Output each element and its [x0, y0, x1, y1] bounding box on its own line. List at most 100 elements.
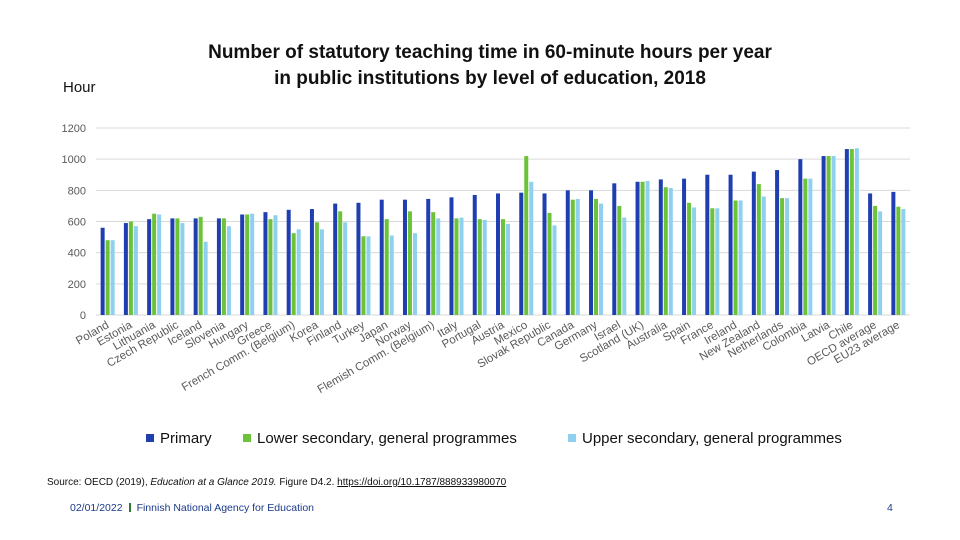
bar-primary	[193, 218, 198, 315]
chart-title-line-1: Number of statutory teaching time in 60-…	[208, 42, 772, 63]
bar-primary	[682, 178, 687, 315]
bar-lower-secondary	[640, 181, 645, 315]
legend-swatch-lower-secondary	[243, 434, 251, 442]
legend-label-lower-secondary: Lower secondary, general programmes	[257, 430, 517, 447]
bar-lower-secondary	[245, 214, 250, 315]
bar-primary	[635, 181, 640, 315]
bar-lower-secondary	[896, 206, 901, 315]
bar-upper-secondary	[622, 217, 627, 315]
bar-upper-secondary	[389, 235, 394, 315]
legend-label-primary: Primary	[160, 430, 212, 447]
bar-lower-secondary	[570, 199, 575, 315]
bar-upper-secondary	[878, 211, 883, 315]
bar-lower-secondary	[221, 218, 226, 315]
legend-swatch-upper-secondary	[568, 434, 576, 442]
source-link[interactable]: https://doi.org/10.1787/888933980070	[337, 477, 507, 488]
bar-primary	[472, 195, 477, 315]
bar-primary	[705, 174, 710, 315]
bar-lower-secondary	[152, 213, 157, 315]
bar-primary	[449, 197, 454, 315]
bar-lower-secondary	[826, 156, 831, 315]
y-tick-label: 600	[68, 217, 86, 229]
bar-upper-secondary	[668, 187, 673, 315]
bar-upper-secondary	[901, 209, 906, 315]
source-publication: Education at a Glance 2019.	[150, 477, 277, 488]
bar-primary	[100, 227, 105, 315]
footer: 02/01/2022 Finnish National Agency for Ed…	[70, 502, 314, 514]
page-number: 4	[887, 502, 893, 514]
footer-organization: Finnish National Agency for Education	[136, 502, 315, 514]
y-tick-label: 1200	[62, 123, 86, 135]
bar-primary	[240, 214, 245, 315]
bar-primary	[426, 198, 431, 315]
bar-lower-secondary	[663, 187, 668, 315]
bar-lower-secondary	[756, 184, 761, 315]
footer-separator	[128, 503, 131, 512]
y-tick-label: 0	[80, 310, 86, 322]
bar-upper-secondary	[854, 148, 859, 315]
bar-upper-secondary	[226, 226, 231, 315]
bar-primary	[751, 171, 756, 315]
bar-chart: 020040060080010001200PolandEstoniaLithua…	[62, 123, 910, 396]
bar-upper-secondary	[692, 207, 697, 315]
bar-upper-secondary	[575, 198, 580, 315]
bar-primary	[333, 203, 338, 315]
source-suffix: Figure D4.2.	[276, 477, 338, 488]
bar-upper-secondary	[412, 233, 417, 315]
bar-upper-secondary	[506, 223, 510, 315]
bar-primary	[402, 199, 407, 315]
bar-lower-secondary	[338, 211, 343, 315]
bar-upper-secondary	[110, 240, 115, 315]
bar-upper-secondary	[738, 200, 743, 315]
bar-lower-secondary	[268, 219, 273, 315]
bar-primary	[263, 212, 268, 315]
bar-upper-secondary	[296, 229, 301, 315]
chart-title-line-2: in public institutions by level of educa…	[274, 68, 706, 89]
bar-primary	[216, 218, 221, 315]
bar-lower-secondary	[687, 202, 692, 315]
bar-upper-secondary	[157, 214, 162, 315]
bar-lower-secondary	[384, 219, 389, 315]
bar-lower-secondary	[431, 212, 436, 315]
bar-upper-secondary	[645, 180, 650, 315]
bar-primary	[286, 209, 291, 315]
legend-swatch-primary	[146, 434, 154, 442]
bar-upper-secondary	[319, 229, 324, 315]
bar-lower-secondary	[175, 218, 180, 315]
bar-primary	[123, 223, 128, 315]
bar-upper-secondary	[552, 225, 557, 315]
y-axis-unit-label: Hour	[63, 79, 96, 96]
bar-lower-secondary	[803, 178, 808, 315]
bar-primary	[356, 202, 361, 315]
bar-lower-secondary	[617, 205, 622, 315]
bar-primary	[565, 190, 570, 315]
bar-primary	[542, 193, 547, 315]
bar-upper-secondary	[831, 156, 836, 315]
bar-upper-secondary	[482, 219, 487, 315]
bar-primary	[775, 170, 780, 315]
bar-primary	[496, 193, 500, 315]
bar-upper-secondary	[761, 196, 766, 315]
bar-upper-secondary	[133, 226, 138, 315]
bar-upper-secondary	[436, 218, 441, 315]
bar-primary	[589, 190, 594, 315]
bar-upper-secondary	[203, 241, 208, 315]
bar-lower-secondary	[361, 236, 366, 315]
bar-upper-secondary	[599, 203, 604, 315]
y-tick-label: 800	[68, 185, 86, 197]
chart-title: Number of statutory teaching time in 60-…	[180, 40, 800, 92]
bar-upper-secondary	[273, 215, 278, 315]
bar-upper-secondary	[459, 217, 464, 315]
bar-lower-secondary	[128, 221, 133, 315]
bar-primary	[891, 191, 896, 315]
legend-item-lower-secondary: Lower secondary, general programmes	[243, 430, 517, 447]
bar-lower-secondary	[594, 198, 599, 315]
bar-lower-secondary	[547, 212, 552, 315]
bar-upper-secondary	[785, 198, 790, 315]
source-prefix: Source: OECD (2019),	[47, 477, 151, 488]
bar-lower-secondary	[733, 200, 738, 315]
bar-lower-secondary	[780, 198, 785, 315]
legend-item-upper-secondary: Upper secondary, general programmes	[568, 430, 842, 447]
bar-upper-secondary	[343, 222, 348, 315]
bar-primary	[728, 174, 733, 315]
